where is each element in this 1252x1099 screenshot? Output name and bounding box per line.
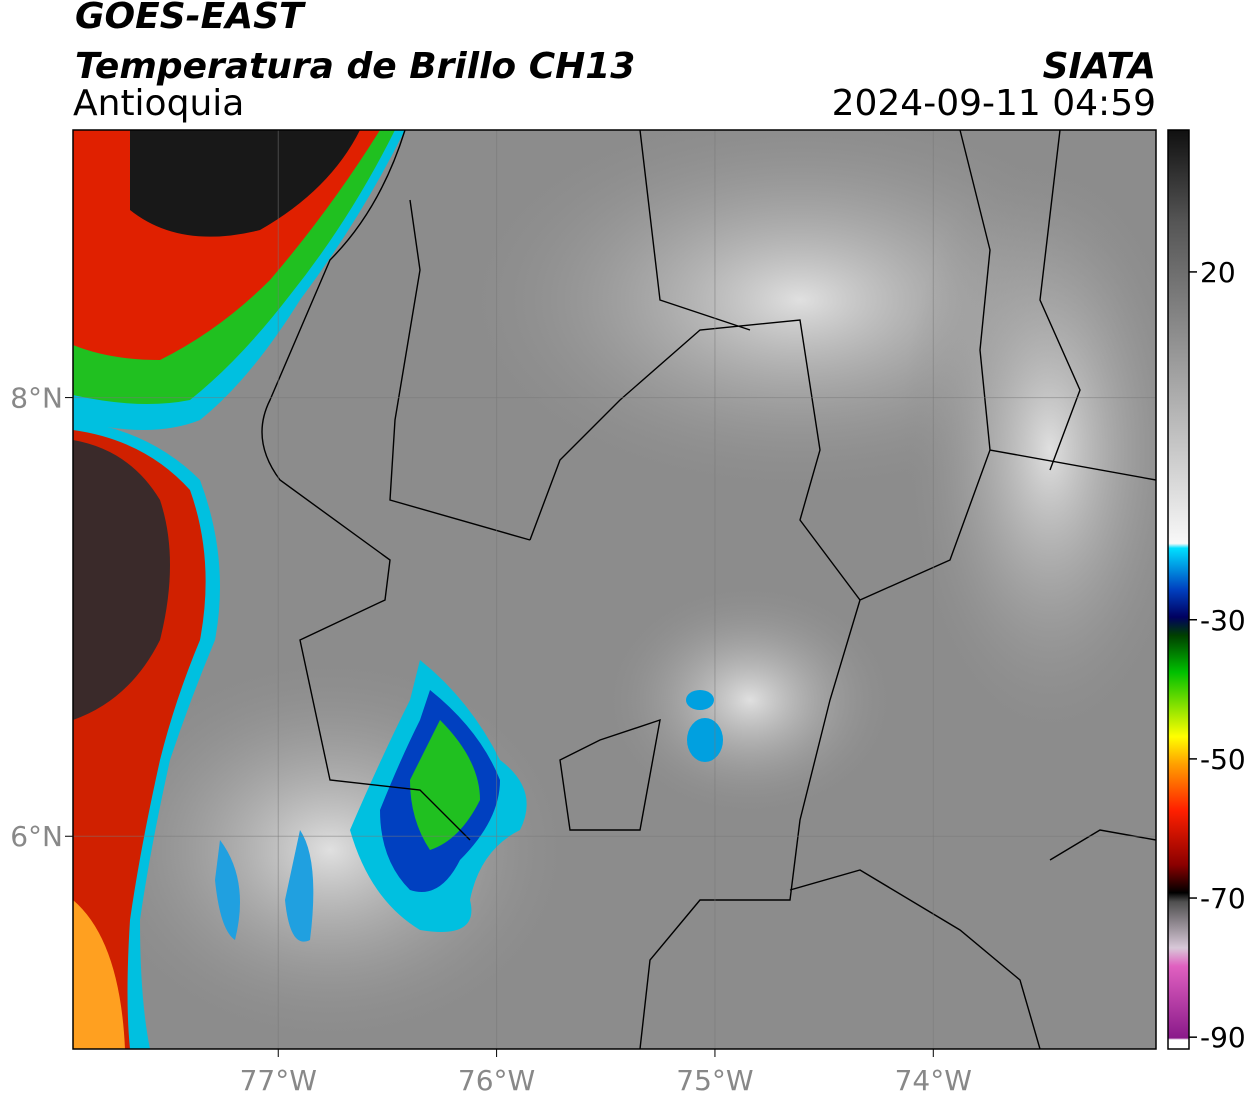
colorbar-tick-label: 20 xyxy=(1200,256,1236,289)
colorbar-tick-label: -50 xyxy=(1200,743,1246,776)
colorbar-tick-label: -70 xyxy=(1200,882,1246,915)
graticule xyxy=(73,130,1156,1049)
x-tick-label: 75°W xyxy=(676,1064,753,1097)
x-tick-label: 76°W xyxy=(458,1064,535,1097)
subtitle: Temperatura de Brillo CH13 xyxy=(75,46,635,87)
map-frame xyxy=(72,129,1157,1050)
x-tick-label: 74°W xyxy=(895,1064,972,1097)
colorbar-tick-label: -90 xyxy=(1200,1021,1246,1054)
agency: SIATA xyxy=(1043,46,1156,87)
map-imagery xyxy=(73,130,1156,1049)
y-tick-label: 8°N xyxy=(10,382,63,415)
datetime: 2024-09-11 04:59 xyxy=(832,83,1156,124)
title: GOES-EAST xyxy=(75,0,306,37)
x-tick-label: 77°W xyxy=(240,1064,317,1097)
y-tick-label: 6°N xyxy=(10,820,63,853)
region: Antioquia xyxy=(73,83,244,124)
colorbar xyxy=(1167,129,1190,1050)
colorbar-tick-label: -30 xyxy=(1200,604,1246,637)
